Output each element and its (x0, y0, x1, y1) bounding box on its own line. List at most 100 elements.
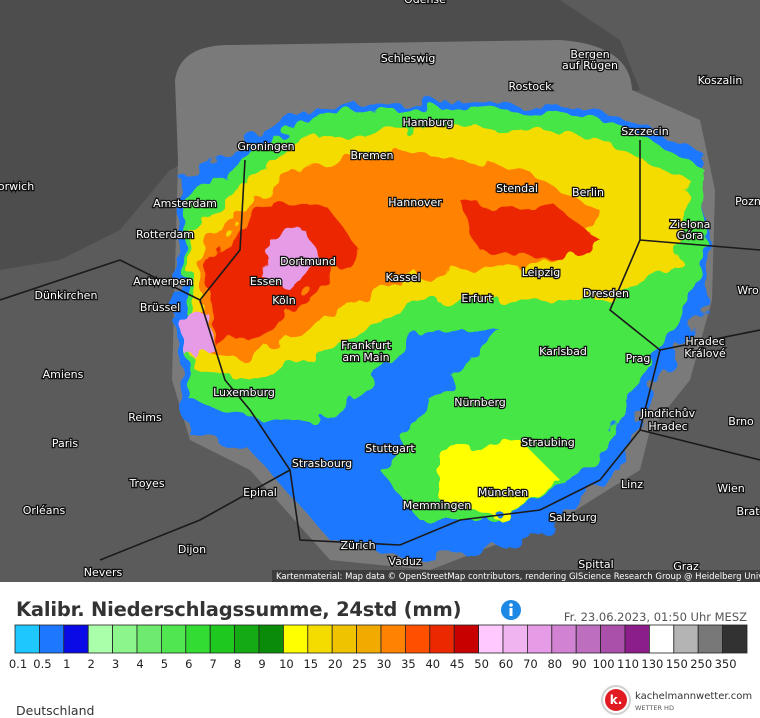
city-label: Szczecin (621, 125, 668, 138)
city-label: Amiens (43, 368, 84, 381)
legend-label: 8 (234, 657, 241, 671)
legend-swatch (453, 624, 480, 654)
legend-label: 40 (425, 657, 440, 671)
city-label: Amsterdam (153, 197, 217, 210)
city-label: Rotterdam (136, 228, 194, 241)
city-label: am Main (342, 351, 389, 364)
legend-label: 1 (63, 657, 70, 671)
attribution-bg (272, 570, 760, 582)
legend-label: 5 (161, 657, 168, 671)
city-label: Zürich (340, 539, 375, 552)
city-label: Memmingen (403, 499, 471, 512)
legend-swatch (722, 624, 748, 654)
city-label: Essen (250, 275, 282, 288)
precipitation (175, 100, 710, 560)
attribution: Kartenmaterial: Map data © OpenStreetMap… (276, 572, 760, 582)
city-label: Antwerpen (133, 275, 193, 288)
legend-label: 80 (547, 657, 562, 671)
city-label: Stuttgart (365, 442, 415, 455)
legend-swatch (136, 624, 162, 654)
legend-swatch (307, 624, 333, 654)
legend-swatch (258, 624, 284, 654)
city-label: Troyes (128, 477, 164, 490)
legend-swatch (331, 624, 358, 654)
info-icon[interactable] (500, 599, 522, 621)
city-label: Wien (717, 482, 744, 495)
legend-label: 50 (474, 657, 489, 671)
legend-label: 9 (258, 657, 265, 671)
logo[interactable]: k. kachelmannwetter.com WETTER HD (600, 684, 760, 716)
legend-swatch (697, 624, 724, 654)
city-label: Kassel (385, 271, 420, 284)
city-label: Brno (728, 415, 754, 428)
legend-swatch (600, 624, 626, 654)
timestamp: Fr. 23.06.2023, 01:50 Uhr MESZ (563, 610, 747, 624)
city-label: Vaduz (388, 555, 421, 568)
legend-label: 3 (112, 657, 119, 671)
legend-swatch (160, 624, 187, 654)
legend-label: 250 (690, 657, 712, 671)
legend-label: 60 (499, 657, 514, 671)
city-label: Hannover (388, 196, 442, 209)
city-label: auf Rügen (562, 59, 618, 72)
city-label: Hradec (648, 420, 687, 433)
map-title: Kalibr. Niederschlagssumme, 24std (mm) (16, 598, 462, 621)
legend-label: 110 (617, 657, 639, 671)
city-label: Köln (272, 294, 295, 307)
legend-swatch (527, 624, 553, 654)
city-label: Nevers (84, 566, 123, 579)
city-label: Straubing (521, 436, 575, 449)
city-label: Dresden (583, 287, 629, 300)
legend-label: 25 (352, 657, 367, 671)
city-label: Brüssel (140, 301, 180, 314)
legend-swatch (14, 624, 40, 654)
legend-swatch (356, 624, 382, 654)
city-label: orwich (0, 180, 34, 193)
legend-label: 7 (210, 657, 217, 671)
legend-label: 30 (377, 657, 392, 671)
legend-label: 35 (401, 657, 416, 671)
legend-swatch (478, 624, 504, 654)
city-label: Dünkirchen (35, 289, 98, 302)
legend-label: 15 (303, 657, 318, 671)
city-label: Frankfurt (341, 339, 391, 352)
city-label: Spittal (578, 558, 613, 571)
legend-swatch (551, 624, 577, 654)
city-label: Linz (621, 478, 643, 491)
city-label: Erfurt (461, 292, 493, 305)
city-label: Hamburg (403, 116, 454, 129)
city-label: Schleswig (381, 52, 436, 65)
city-label: Karlsbad (539, 345, 587, 358)
legend-label: 100 (593, 657, 615, 671)
city-label: Dijon (178, 543, 206, 556)
city-label: Strasbourg (292, 457, 352, 470)
city-label: Rostock (508, 80, 552, 93)
city-label: Salzburg (549, 511, 597, 524)
legend-label: 45 (450, 657, 465, 671)
legend-swatch (282, 624, 309, 654)
city-label: Orléans (23, 504, 66, 517)
legend-label: 0.1 (9, 657, 27, 671)
legend-label: 0.5 (33, 657, 51, 671)
legend-swatch (63, 624, 89, 654)
city-label: Brat (736, 505, 760, 518)
city-label: Jindřichův (640, 407, 696, 420)
legend-swatch (209, 624, 235, 654)
legend-label: 4 (136, 657, 143, 671)
legend-swatch (575, 624, 602, 654)
legend: 0.1 0.5 1 2 3 4 5 6 7 8 9 10 15 20 25 30 35 40 45 50 60 70 80 9… (9, 624, 748, 671)
legend-label: 350 (715, 657, 737, 671)
city-label: Paris (52, 437, 78, 450)
region-label: Deutschland (16, 703, 95, 718)
city-label: Groningen (237, 140, 294, 153)
city-label: Nürnberg (454, 396, 506, 409)
legend-label: 150 (666, 657, 688, 671)
legend-swatch (234, 624, 260, 654)
legend-label: 70 (523, 657, 538, 671)
city-label: Koszalin (698, 74, 743, 87)
city-label: Góra (677, 229, 704, 242)
legend-swatch (87, 624, 113, 654)
city-label: Zielona (670, 218, 711, 231)
legend-swatch (649, 624, 675, 654)
